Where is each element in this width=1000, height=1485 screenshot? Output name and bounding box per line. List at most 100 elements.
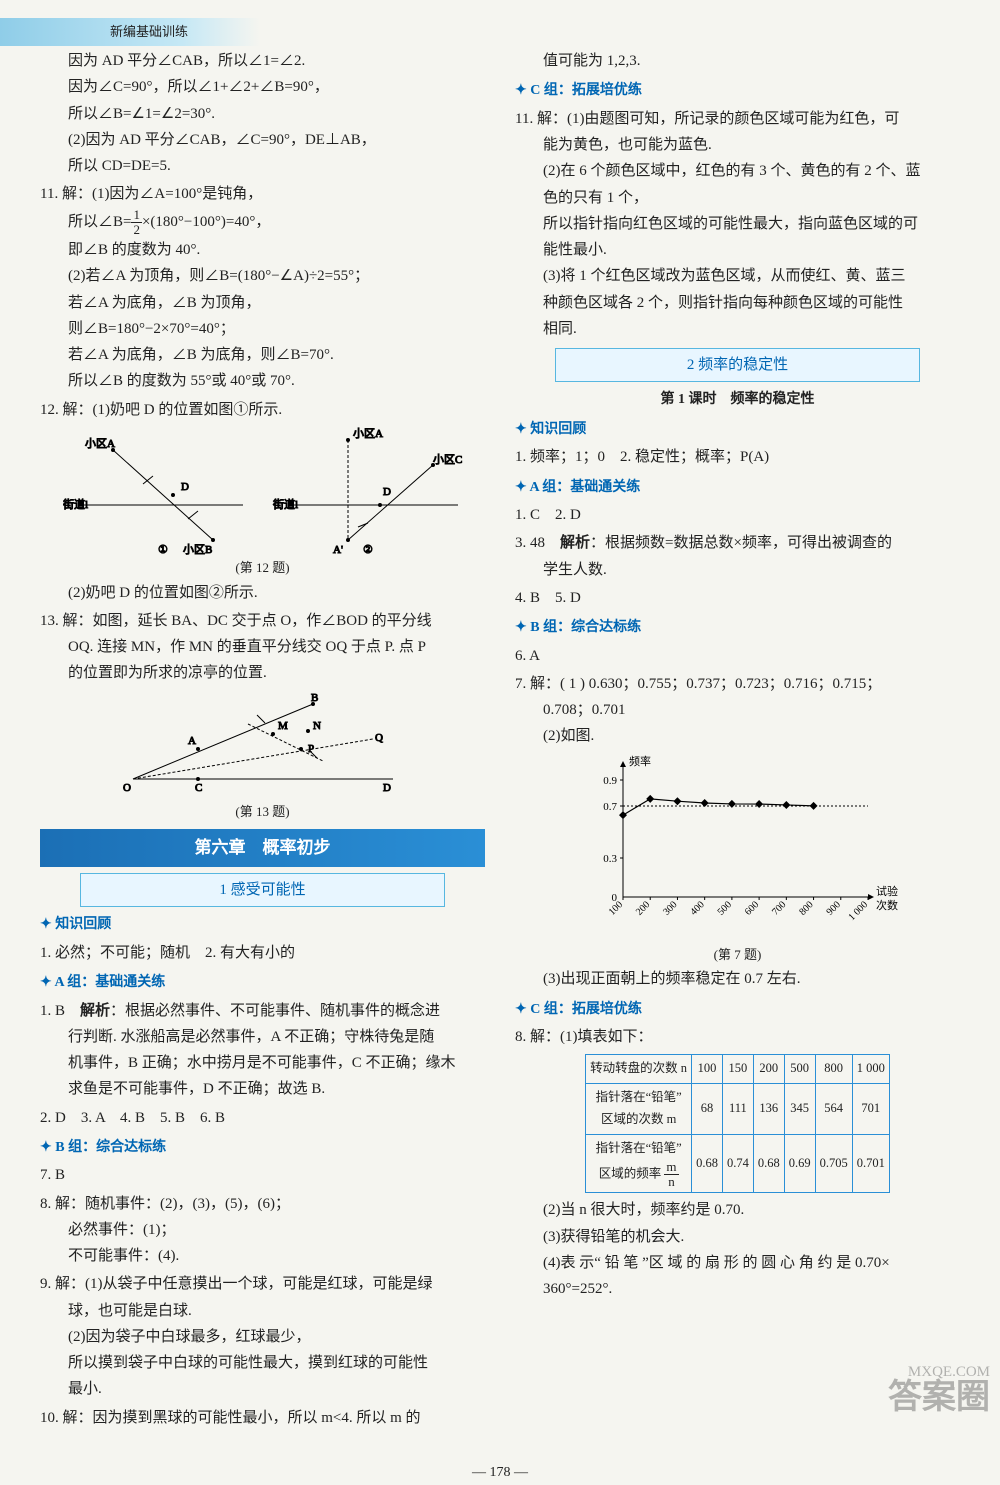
text: 所以∠B=∠1=∠2=30°. <box>40 101 485 127</box>
svg-text:街道l: 街道l <box>273 497 298 511</box>
svg-text:A': A' <box>333 544 343 555</box>
chapter-heading: 第六章 概率初步 <box>40 829 485 867</box>
right-column: 值可能为 1,2,3. C 组：拓展培优练 11. 解：(1)由题图可知，所记录… <box>515 30 960 1431</box>
svg-text:频率: 频率 <box>629 754 651 768</box>
text: 若∠A 为底角，∠B 为顶角， <box>40 290 485 316</box>
svg-text:200: 200 <box>633 899 651 917</box>
group-a: A 组：基础通关练 <box>40 971 485 996</box>
table-header: 1 000 <box>852 1055 889 1084</box>
svg-text:800: 800 <box>797 899 815 917</box>
text: 2. D 3. A 4. B 5. B 6. B <box>40 1105 485 1131</box>
section-heading: 1 感受可能性 <box>80 873 445 907</box>
fraction: 12 <box>131 208 142 238</box>
group-zhishi-2: 知识回顾 <box>515 418 960 443</box>
text: 1. C 2. D <box>515 502 960 528</box>
watermark-main: 答案圈 <box>888 1368 990 1428</box>
text: (2)若∠A 为顶角，则∠B=(180°−∠A)÷2=55°； <box>40 263 485 289</box>
text: 即∠B 的度数为 40°. <box>40 237 485 263</box>
text: 所以∠B= <box>68 214 131 230</box>
svg-text:1 000: 1 000 <box>846 899 870 923</box>
text: 所以指针指向红色区域的可能性最大，指向蓝色区域的可 <box>515 211 960 237</box>
text: 因为 AD 平分∠CAB，所以∠1=∠2. <box>40 48 485 74</box>
page-number: — 178 — <box>0 1461 1000 1485</box>
text: ：根据频数=数据总数×频率，可得出被调查的 <box>590 535 892 551</box>
q11-head: 11. 解：(1)因为∠A=100°是钝角， <box>40 181 485 207</box>
text: ：根据必然事件、不可能事件、随机事件的概念进 <box>110 1003 440 1019</box>
text: 7. B <box>40 1162 485 1188</box>
text: (2)在 6 个颜色区域中，红色的有 3 个、黄色的有 2 个、蓝 <box>515 158 960 184</box>
table-header: 100 <box>692 1055 723 1084</box>
text: 所以 CD=DE=5. <box>40 153 485 179</box>
text: 最小. <box>40 1376 485 1402</box>
text: 若∠A 为底角，∠B 为底角，则∠B=70°. <box>40 342 485 368</box>
svg-text:小区B: 小区B <box>183 543 212 555</box>
text: 能性最小. <box>515 237 960 263</box>
svg-text:试验: 试验 <box>876 884 898 898</box>
text: (2)如图. <box>515 723 960 749</box>
group-c: C 组：拓展培优练 <box>515 79 960 104</box>
text: 4. B 5. D <box>515 585 960 611</box>
text: 所以∠B 的度数为 55°或 40°或 70°. <box>40 368 485 394</box>
text: (2)当 n 很大时，频率约是 0.70. <box>515 1197 960 1223</box>
svg-text:小区C: 小区C <box>433 453 462 466</box>
group-b-2: B 组：综合达标练 <box>515 616 960 641</box>
q11-frac-line: 所以∠B=12×(180°−100°)=40°， <box>40 208 485 238</box>
a1: 1. B 解析：根据必然事件、不可能事件、随机事件的概念进 <box>40 998 485 1024</box>
text: 11. 解：(1)由题图可知，所记录的颜色区域可能为红色，可 <box>515 106 960 132</box>
text: (2)奶吧 D 的位置如图②所示. <box>40 580 485 606</box>
text: n <box>664 1175 678 1189</box>
text: (4)表 示“ 铅 笔 ”区 域 的 扇 形 的 圆 心 角 约 是 0.70× <box>515 1250 960 1276</box>
text: 的位置即为所求的凉亭的位置. <box>40 660 485 686</box>
chart7-caption: (第 7 题) <box>515 944 960 967</box>
fig12-caption: (第 12 题) <box>40 557 485 580</box>
svg-text:A: A <box>188 735 196 747</box>
table-cell: 0.68 <box>753 1134 784 1192</box>
table-header: 150 <box>722 1055 753 1084</box>
text: 8. 解：(1)填表如下： <box>515 1024 960 1050</box>
table-row: 指针落在“铅笔” 区域的频率 mn 0.68 0.74 0.68 0.69 0.… <box>586 1134 890 1192</box>
text: 1. 必然；不可能；随机 2. 有大有小的 <box>40 940 485 966</box>
text: ×(180°−100°)=40°， <box>142 214 270 230</box>
text: (3)将 1 个红色区域改为蓝色区域，从而使红、黄、蓝三 <box>515 263 960 289</box>
table-cell: 564 <box>815 1084 852 1135</box>
svg-text:0.3: 0.3 <box>603 853 617 865</box>
table-cell: 指针落在“铅笔” 区域的频率 mn <box>586 1134 692 1192</box>
svg-text:900: 900 <box>824 899 842 917</box>
svg-text:C: C <box>195 782 202 794</box>
text: 不可能事件：(4). <box>40 1243 485 1269</box>
text: m <box>664 1160 678 1175</box>
svg-text:300: 300 <box>661 899 679 917</box>
fig13-caption: (第 13 题) <box>40 801 485 824</box>
fraction: mn <box>664 1160 678 1190</box>
svg-text:①: ① <box>158 544 168 555</box>
subsection-heading: 第 1 课时 频率的稳定性 <box>515 388 960 413</box>
group-b: B 组：综合达标练 <box>40 1136 485 1161</box>
text: 8. 解：随机事件：(2)，(3)，(5)，(6)； <box>40 1191 485 1217</box>
text: 1. 频率；1；0 2. 稳定性；概率；P(A) <box>515 444 960 470</box>
text: (2)因为袋子中白球最多，红球最少， <box>40 1324 485 1350</box>
figure-13: O A B C D M N P Q <box>113 689 413 799</box>
text: 9. 解：(1)从袋子中任意摸出一个球，可能是红球，可能是绿 <box>40 1271 485 1297</box>
svg-text:B: B <box>311 692 318 704</box>
text: 0.708；0.701 <box>515 697 960 723</box>
text: 7. 解：( 1 ) 0.630；0.755；0.737；0.723；0.716… <box>515 671 960 697</box>
svg-text:100: 100 <box>606 899 624 917</box>
table-cell: 0.68 <box>692 1134 723 1192</box>
group-zhishi: 知识回顾 <box>40 913 485 938</box>
table-cell: 345 <box>784 1084 815 1135</box>
page-number-value: 178 <box>490 1465 511 1480</box>
chart-7: 0.30.70.90频率1002003004005006007008009001… <box>568 752 908 942</box>
text: 能为黄色，也可能为蓝色. <box>515 132 960 158</box>
text: 10. 解：因为摸到黑球的可能性最小，所以 m<4. 所以 m 的 <box>40 1405 485 1431</box>
a2-q3: 3. 48 解析：根据频数=数据总数×频率，可得出被调查的 <box>515 530 960 556</box>
table-cell: 0.69 <box>784 1134 815 1192</box>
svg-text:700: 700 <box>770 899 788 917</box>
text: 则∠B=180°−2×70°=40°； <box>40 316 485 342</box>
svg-text:M: M <box>278 720 288 732</box>
text: OQ. 连接 MN，作 MN 的垂直平分线交 OQ 于点 P. 点 P <box>40 634 485 660</box>
table-header: 800 <box>815 1055 852 1084</box>
text: 色的只有 1 个， <box>515 185 960 211</box>
text: 行判断. 水涨船高是必然事件，A 不正确；守株待兔是随 <box>40 1024 485 1050</box>
table-8: 转动转盘的次数 n 100 150 200 500 800 1 000 指针落在… <box>585 1054 890 1193</box>
table-header: 500 <box>784 1055 815 1084</box>
